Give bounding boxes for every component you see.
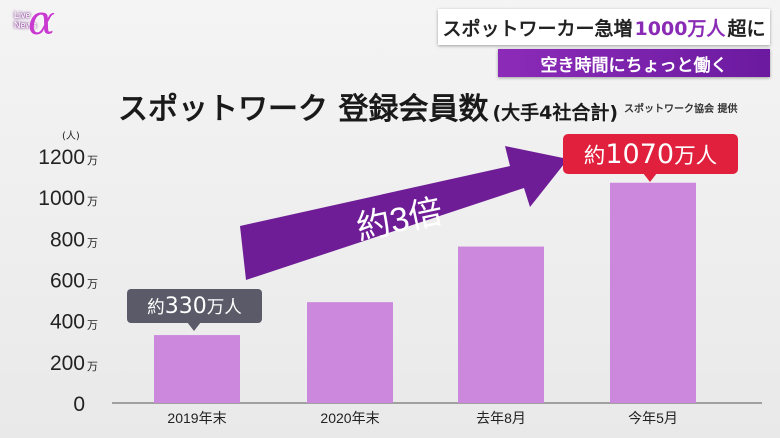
logo-line2: News (14, 20, 37, 30)
callout-last-prefix: 約 (583, 143, 606, 169)
y-tick-label: 1200 (38, 146, 85, 169)
y-tick-label: 400 (50, 311, 85, 334)
bar (458, 246, 544, 403)
y-axis-unit-label: (人) (62, 130, 80, 142)
y-tick-unit: 万 (87, 236, 98, 249)
logo-text: Live News (14, 10, 37, 30)
x-category-label: 2020年末 (320, 410, 379, 426)
bar (154, 335, 240, 403)
y-tick-label: 1000 (38, 187, 85, 210)
callout-first-unit: 万人 (206, 297, 242, 318)
y-tick-label: 600 (50, 270, 85, 293)
bar (307, 302, 393, 403)
growth-arrow (240, 146, 568, 280)
source-credit: スポットワーク協会 提供 (624, 104, 738, 115)
live-news-alpha-logo: Live News α (8, 0, 68, 46)
alpha-symbol: α (28, 0, 56, 44)
callout-last-value: 約 1070 万人 (563, 134, 738, 182)
y-tick-unit: 万 (87, 195, 98, 208)
bar (610, 182, 696, 403)
x-category-label: 去年8月 (476, 410, 526, 426)
y-tick-label: 0 (73, 393, 85, 416)
callout-first-number: 330 (164, 293, 207, 319)
chart-title-main: スポットワーク 登録会員数 (118, 92, 489, 127)
headline-banner: スポットワーカー急増 1000万人 超に (438, 9, 770, 45)
chart-title: スポットワーク 登録会員数 (大手4社合計) (118, 84, 618, 128)
callout-last-number: 1070 (605, 138, 675, 170)
logo-line1: Live (14, 10, 31, 20)
callout-last-unit: 万人 (674, 143, 718, 169)
y-tick-unit: 万 (87, 154, 98, 167)
x-category-label: 2019年末 (167, 410, 226, 426)
subheadline-banner: 空き時間にちょっと働く (498, 49, 770, 77)
headline-suffix: 超に (727, 17, 766, 40)
chart-subtitle: (大手4社合計) (492, 102, 619, 124)
headline-highlight: 1000万人 (634, 17, 726, 40)
y-tick-unit: 万 (87, 319, 98, 332)
y-tick-unit: 万 (87, 278, 98, 291)
x-category-label: 今年5月 (628, 410, 678, 426)
y-tick-unit: 万 (87, 360, 98, 373)
y-tick-label: 200 (50, 352, 85, 375)
callout-first-prefix: 約 (147, 297, 165, 318)
callout-first-value: 約 330 万人 (127, 289, 262, 331)
headline-prefix: スポットワーカー急増 (442, 17, 633, 40)
y-tick-label: 800 (50, 228, 85, 251)
